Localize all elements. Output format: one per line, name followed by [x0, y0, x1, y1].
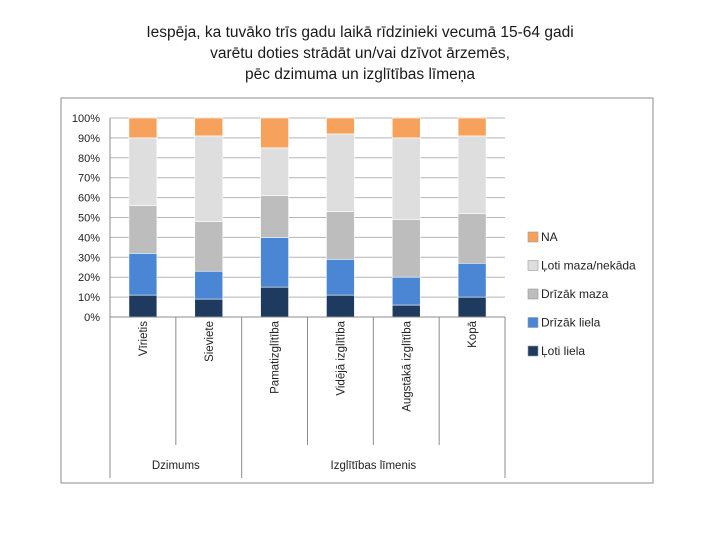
- x-axis: Vīrietis Sieviete Pamatizglītība Vidējā izg…: [109, 316, 506, 478]
- x-category-label: Pamatizglītība: [270, 320, 282, 393]
- bar-segment: [457, 213, 487, 264]
- bar-segment: [260, 237, 289, 288]
- y-tick-label: 0%: [84, 312, 100, 324]
- chart-title: Iespēja, ka tuvāko trīs gadu laikā rīdzi…: [40, 22, 680, 85]
- legend-swatch: [527, 288, 539, 300]
- x-category-label: Vidējā izglītība: [335, 320, 347, 395]
- bar-segment: [194, 298, 224, 318]
- bar-segment: [326, 117, 355, 135]
- bar-stack: [128, 117, 158, 318]
- bar-stack: [326, 117, 355, 318]
- bars: [128, 117, 487, 318]
- y-tick-label: 90%: [78, 133, 100, 145]
- x-group-label: Dzimums: [152, 460, 200, 472]
- bar-segment: [391, 304, 421, 318]
- bar-segment: [457, 296, 487, 318]
- legend-entry: NA: [527, 230, 558, 244]
- legend: NA Ļoti maza/nekāda Drīzāk maza Drīzāk liel…: [527, 230, 636, 358]
- bar-segment: [260, 195, 289, 238]
- bar-segment: [194, 270, 224, 300]
- x-category-label: Kopā: [467, 320, 479, 347]
- bar-stack: [391, 117, 421, 318]
- legend-label: Drīzāk liela: [541, 316, 601, 330]
- bar-segment: [128, 117, 158, 139]
- bar-segment: [194, 135, 224, 222]
- legend-label: NA: [541, 230, 558, 244]
- y-tick-label: 40%: [78, 232, 100, 244]
- y-tick-label: 70%: [78, 173, 100, 185]
- y-tick-label: 10%: [78, 292, 100, 304]
- bar-segment: [391, 276, 421, 306]
- y-tick-label: 50%: [78, 213, 100, 225]
- bar-segment: [128, 205, 158, 254]
- bar-segment: [260, 117, 289, 149]
- bar-segment: [457, 117, 487, 137]
- chart-title-line-1: Iespēja, ka tuvāko trīs gadu laikā rīdzi…: [146, 24, 574, 41]
- bar-segment: [260, 286, 289, 318]
- chart-frame: [60, 97, 654, 484]
- x-category-label: Vīrietis: [138, 321, 150, 356]
- y-axis: 0% 10% 20% 30% 40% 50% 60% 70% 80% 90% 100%: [72, 113, 111, 324]
- bar-segment: [326, 133, 355, 212]
- bar-segment: [391, 117, 421, 139]
- legend-swatch: [527, 345, 539, 357]
- bar-segment: [194, 221, 224, 272]
- legend-label: Ļoti liela: [541, 344, 585, 358]
- bar-segment: [326, 211, 355, 260]
- bar-segment: [128, 253, 158, 296]
- bar-stack: [194, 117, 224, 318]
- bar-segment: [260, 147, 289, 196]
- chart-title-line-3: pēc dzimuma un izglītības līmeņa: [244, 66, 476, 83]
- chart-title-line-2: varētu doties strādāt un/vai dzīvot ārze…: [210, 45, 510, 62]
- y-tick-label: 30%: [78, 252, 100, 264]
- x-category-label: Sieviete: [204, 321, 216, 362]
- bar-stack: [260, 117, 289, 318]
- bar-segment: [326, 294, 355, 318]
- bar-stack: [457, 117, 487, 318]
- bar-segment: [326, 258, 355, 296]
- legend-label: Ļoti maza/nekāda: [541, 259, 636, 273]
- legend-label: Drīzāk maza: [541, 287, 609, 301]
- x-group-label: Izglītības līmenis: [331, 460, 417, 472]
- y-tick-label: 60%: [78, 193, 100, 205]
- bar-segment: [128, 294, 158, 318]
- legend-entry: Ļoti maza/nekāda: [527, 259, 636, 273]
- legend-entry: Drīzāk liela: [527, 316, 601, 330]
- legend-entry: Ļoti liela: [527, 344, 585, 358]
- x-category-label: Augstākā izglītība: [401, 320, 413, 411]
- legend-swatch: [527, 231, 539, 243]
- bar-segment: [128, 137, 158, 206]
- bar-segment: [457, 262, 487, 298]
- y-tick-label: 80%: [78, 153, 100, 165]
- y-tick-label: 20%: [78, 272, 100, 284]
- y-tick-label: 100%: [72, 113, 100, 125]
- bar-segment: [391, 137, 421, 220]
- legend-entry: Drīzāk maza: [527, 287, 609, 301]
- bar-segment: [194, 117, 224, 137]
- bar-segment: [391, 219, 421, 278]
- legend-swatch: [527, 317, 539, 328]
- bar-segment: [457, 135, 487, 214]
- legend-swatch: [527, 260, 539, 271]
